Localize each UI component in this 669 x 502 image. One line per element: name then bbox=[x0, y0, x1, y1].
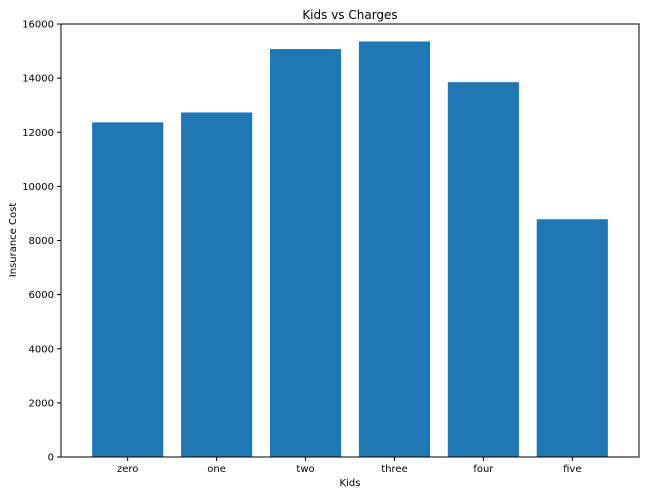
y-axis-title: Insurance Cost bbox=[8, 203, 19, 278]
y-tick-label: 6000 bbox=[29, 290, 54, 301]
plot-frame bbox=[60, 23, 640, 458]
y-axis: 0 2000 4000 6000 8000 10000 12000 14000 16000 bbox=[22, 20, 61, 464]
y-tick-label: 2000 bbox=[29, 398, 54, 409]
y-tick-label: 8000 bbox=[29, 236, 54, 247]
bars-group bbox=[92, 41, 608, 457]
y-tick-label: 0 bbox=[48, 453, 54, 464]
bar-two bbox=[269, 49, 342, 457]
x-tick-label: three bbox=[381, 464, 407, 475]
y-tick-label: 16000 bbox=[22, 20, 54, 31]
bar-four bbox=[447, 82, 519, 457]
chart-title: Kids vs Charges bbox=[302, 8, 397, 22]
x-axis: zero one two three four five bbox=[117, 457, 581, 475]
x-tick-label: zero bbox=[117, 464, 138, 475]
y-tick-label: 4000 bbox=[29, 344, 54, 355]
bar-three bbox=[358, 41, 431, 457]
x-tick-label: two bbox=[296, 464, 314, 475]
x-tick-label: five bbox=[563, 464, 581, 475]
x-tick-label: one bbox=[207, 464, 226, 475]
y-tick-label: 14000 bbox=[22, 74, 54, 85]
y-tick-label: 10000 bbox=[22, 182, 54, 193]
bar-zero bbox=[92, 122, 164, 457]
bar-one bbox=[181, 112, 253, 457]
x-axis-title: Kids bbox=[340, 478, 361, 489]
y-tick-label: 12000 bbox=[22, 128, 54, 139]
bar-five bbox=[536, 219, 608, 457]
x-tick-label: four bbox=[473, 464, 494, 475]
